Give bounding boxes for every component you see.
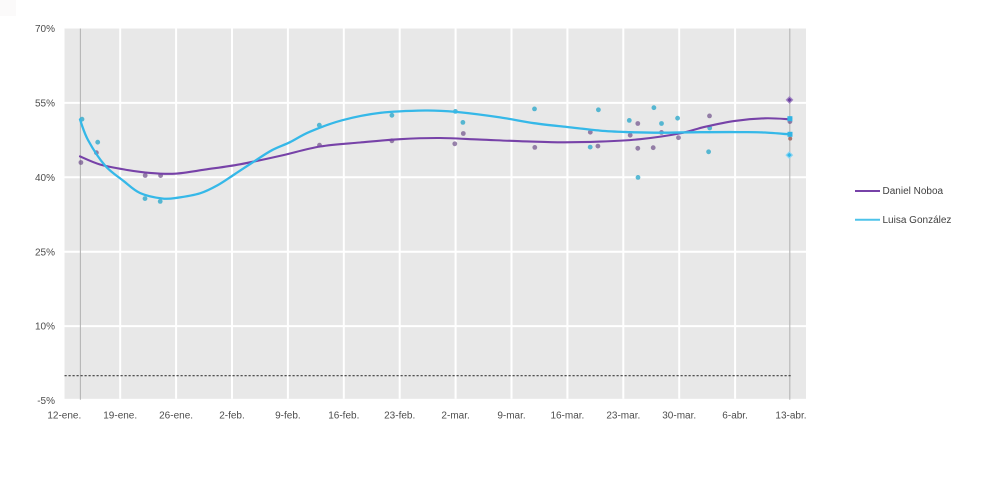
svg-text:6-abr.: 6-abr. [722,411,748,422]
svg-text:40%: 40% [35,173,55,184]
svg-text:16-mar.: 16-mar. [550,411,584,422]
svg-text:16-feb.: 16-feb. [328,411,359,422]
svg-text:2-feb.: 2-feb. [219,411,245,422]
svg-text:23-mar.: 23-mar. [606,411,640,422]
svg-text:9-mar.: 9-mar. [497,411,525,422]
svg-text:10%: 10% [35,322,55,333]
svg-text:30-mar.: 30-mar. [662,411,696,422]
svg-text:19-ene.: 19-ene. [103,411,137,422]
svg-text:Daniel Noboa: Daniel Noboa [883,186,944,197]
svg-text:23-feb.: 23-feb. [384,411,415,422]
svg-text:Luisa González: Luisa González [883,215,952,226]
svg-text:70%: 70% [35,24,55,35]
svg-text:13-abr.: 13-abr. [775,411,806,422]
svg-text:2-mar.: 2-mar. [441,411,469,422]
svg-text:26-ene.: 26-ene. [159,411,193,422]
svg-text:-5%: -5% [37,396,55,407]
svg-text:12-ene.: 12-ene. [47,411,81,422]
svg-text:25%: 25% [35,247,55,258]
svg-text:55%: 55% [35,99,55,110]
svg-text:9-feb.: 9-feb. [275,411,301,422]
